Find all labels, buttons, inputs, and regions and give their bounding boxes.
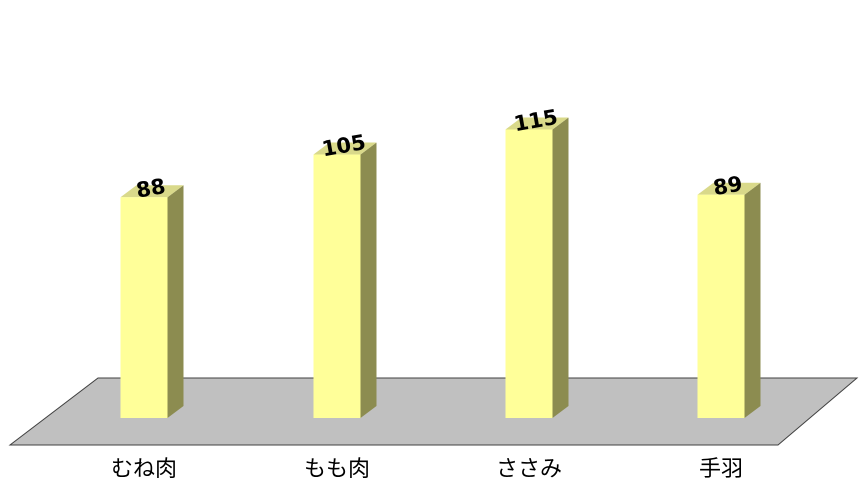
category-labels-group: むね肉 もも肉 ささみ 手羽 [111,457,743,478]
bars-group [120,117,761,418]
bar-top-face [505,117,569,130]
bar-1 [120,185,184,418]
category-label-4: 手羽 [699,457,743,478]
bar-side-face [360,142,377,418]
bar-front-face [505,129,553,418]
category-label-2: もも肉 [304,457,370,478]
bar-front-face [697,194,745,418]
value-label-1: 88 [134,174,167,203]
bar-side-face [552,117,569,418]
bar-side-face [167,185,184,418]
bar-front-face [120,197,168,418]
bar-side-face [744,182,761,418]
bar-top-face [697,182,761,195]
bar-2 [313,142,377,418]
bar-top-face [120,185,184,198]
category-label-3: ささみ [496,457,562,478]
bar-3 [505,117,569,418]
bar-top-face [313,142,377,155]
value-label-4: 89 [711,171,744,200]
category-label-1: むね肉 [111,457,177,478]
bar-front-face [313,154,361,418]
chart-floor [8,377,859,446]
bar-4 [697,182,761,418]
